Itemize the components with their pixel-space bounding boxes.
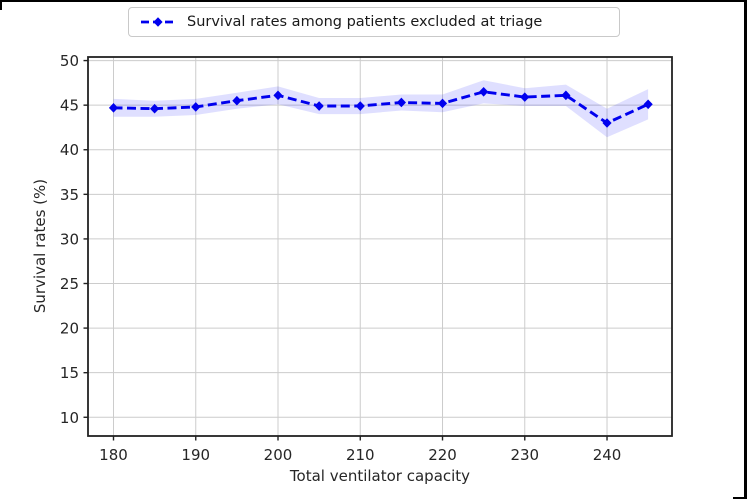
axes-spines	[87, 56, 673, 437]
x-tick-label-190: 190	[181, 446, 210, 464]
data-point-180	[108, 103, 119, 113]
y-tick-label-35: 35	[60, 186, 79, 204]
screenshot-border-top	[0, 0, 747, 2]
x-tick-label-200: 200	[264, 446, 293, 464]
data-point-185	[150, 103, 160, 114]
y-tick-label-20: 20	[60, 320, 79, 338]
data-point-235	[561, 90, 571, 101]
y-axis-title: Survival rates (%)	[31, 178, 49, 314]
legend: Survival rates among patients excluded a…	[128, 7, 620, 37]
y-tick-label-50: 50	[60, 52, 79, 70]
data-point-200	[273, 90, 283, 101]
data-point-230	[520, 92, 530, 102]
y-tick-label-15: 15	[60, 364, 79, 382]
screenshot-border-bottom-stub	[733, 497, 747, 499]
x-tick-label-240: 240	[593, 446, 622, 464]
legend-label: Survival rates among patients excluded a…	[187, 14, 543, 30]
data-point-215	[396, 97, 406, 108]
y-tick-label-30: 30	[60, 230, 79, 248]
x-tick-label-210: 210	[346, 446, 375, 464]
x-tick-label-180: 180	[99, 446, 128, 464]
y-tick-label-45: 45	[60, 97, 79, 115]
x-tick-label-220: 220	[428, 446, 457, 464]
data-point-220	[437, 98, 448, 109]
y-tick-label-40: 40	[60, 141, 79, 159]
data-point-240	[602, 118, 612, 128]
x-axis-title: Total ventilator capacity	[289, 467, 471, 485]
x-tick-label-230: 230	[510, 446, 539, 464]
y-tick-label-25: 25	[60, 275, 79, 293]
screenshot-border-right	[744, 0, 747, 499]
data-point-210	[355, 101, 365, 111]
legend-key	[141, 17, 175, 27]
screenshot-border-left-stub	[0, 0, 2, 10]
data-point-190	[191, 102, 201, 112]
data-point-225	[479, 86, 489, 97]
data-point-205	[314, 101, 324, 111]
data-point-195	[232, 95, 242, 106]
legend-marker-diamond-icon	[153, 17, 163, 27]
survival-rate-line	[113, 90, 649, 125]
data-point-245	[643, 99, 653, 110]
y-tick-label-10: 10	[60, 409, 79, 427]
